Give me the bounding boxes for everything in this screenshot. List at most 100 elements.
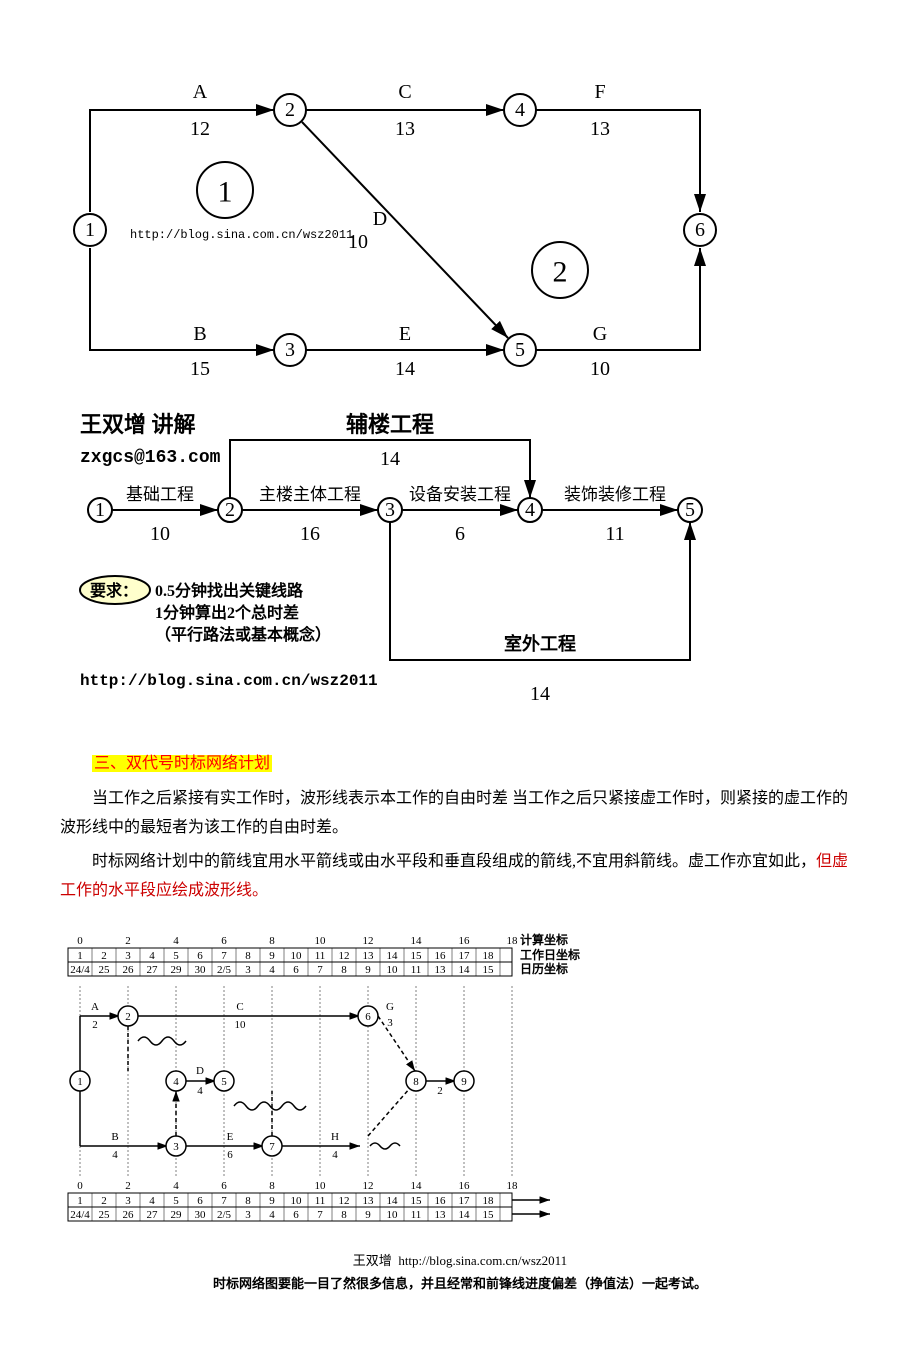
svg-text:15: 15	[411, 1195, 423, 1207]
svg-text:4: 4	[149, 950, 155, 962]
svg-text:18: 18	[483, 950, 495, 962]
svg-text:10: 10	[235, 1019, 247, 1031]
svg-text:2: 2	[125, 1180, 131, 1192]
edge-dur-f: 13	[590, 118, 610, 140]
edge-dur-a: 12	[190, 118, 210, 140]
svg-text:3: 3	[245, 964, 251, 976]
svg-text:13: 13	[435, 1209, 447, 1221]
d2-node-4: 4	[525, 499, 535, 521]
svg-text:30: 30	[195, 964, 207, 976]
ts-act-d: D	[196, 1065, 204, 1077]
svg-text:10: 10	[315, 935, 327, 947]
svg-text:1: 1	[77, 950, 83, 962]
svg-text:15: 15	[483, 1209, 495, 1221]
svg-text:11: 11	[315, 1195, 326, 1207]
svg-text:2: 2	[125, 1011, 131, 1023]
node-3: 3	[285, 339, 295, 361]
svg-text:29: 29	[171, 964, 183, 976]
svg-text:10: 10	[387, 1209, 399, 1221]
svg-text:11: 11	[315, 950, 326, 962]
aux-dur: 14	[380, 448, 400, 470]
edge-label-g: G	[593, 323, 607, 345]
svg-text:6: 6	[227, 1149, 233, 1161]
region-label-2: 2	[553, 256, 568, 289]
svg-text:2/5: 2/5	[217, 964, 232, 976]
svg-text:25: 25	[99, 964, 111, 976]
svg-text:24/4: 24/4	[70, 964, 90, 976]
section-3-p1: 当工作之后紧接有实工作时，波形线表示本工作的自由时差 当工作之后只紧接虚工作时，…	[60, 785, 860, 843]
svg-text:4: 4	[269, 964, 275, 976]
edge-dur-g: 10	[590, 358, 610, 380]
section-3-p2: 时标网络计划中的箭线宜用水平箭线或由水平段和垂直段组成的箭线,不宜用斜箭线。虚工…	[60, 848, 860, 906]
svg-text:15: 15	[483, 964, 495, 976]
svg-text:4: 4	[173, 1180, 179, 1192]
edge-label-a: A	[193, 81, 208, 103]
ts-act-g: G	[386, 1001, 394, 1013]
callout-line1: 0.5分钟找出关键线路	[155, 581, 304, 600]
svg-text:10: 10	[291, 950, 303, 962]
svg-text:12: 12	[339, 950, 350, 962]
svg-text:13: 13	[435, 964, 447, 976]
svg-text:14: 14	[387, 1195, 399, 1207]
svg-text:9: 9	[365, 964, 371, 976]
svg-text:14: 14	[459, 1209, 471, 1221]
svg-text:12: 12	[363, 935, 374, 947]
node-5: 5	[515, 339, 525, 361]
svg-text:8: 8	[269, 935, 275, 947]
ts-act-a: A	[91, 1001, 99, 1013]
email: zxgcs@163.com	[80, 448, 221, 468]
header-jisuan: 计算坐标	[520, 932, 568, 947]
svg-text:17: 17	[459, 1195, 471, 1207]
svg-text:2: 2	[101, 950, 107, 962]
svg-text:6: 6	[293, 1209, 299, 1221]
svg-text:9: 9	[365, 1209, 371, 1221]
svg-text:10: 10	[387, 964, 399, 976]
edge-dur-e: 14	[395, 358, 415, 380]
svg-text:6: 6	[221, 1180, 227, 1192]
edge-label-e: E	[399, 323, 411, 345]
edge-label-d: D	[373, 208, 387, 230]
svg-text:7: 7	[269, 1141, 275, 1153]
network-diagram-1: A 12 B 15 C 13 D 10 E 14 F 13 G 10 1 2 1…	[60, 60, 860, 390]
svg-text:14: 14	[411, 935, 423, 947]
ts-act-c: C	[236, 1001, 243, 1013]
edge-decoration-dur: 11	[605, 523, 624, 545]
svg-text:30: 30	[195, 1209, 207, 1221]
svg-text:7: 7	[317, 964, 323, 976]
svg-text:9: 9	[269, 950, 275, 962]
section-3-heading: 三、双代号时标网络计划	[92, 755, 272, 772]
edge-label-b: B	[193, 323, 206, 345]
ts-act-e: E	[227, 1131, 234, 1143]
svg-text:16: 16	[459, 935, 471, 947]
edge-mainbody: 主楼主体工程	[259, 485, 361, 504]
svg-text:3: 3	[125, 1195, 131, 1207]
edge-mainbody-dur: 16	[300, 523, 320, 545]
svg-text:2: 2	[125, 935, 131, 947]
svg-text:3: 3	[245, 1209, 251, 1221]
network-diagram-2: 王双增 讲解 zxgcs@163.com 辅楼工程 14 基础工程 10 主楼主…	[60, 410, 860, 730]
svg-text:14: 14	[387, 950, 399, 962]
node-6: 6	[695, 219, 705, 241]
edge-equipment: 设备安装工程	[409, 485, 511, 504]
watermark-1: http://blog.sina.com.cn/wsz2011	[130, 228, 353, 242]
svg-text:2: 2	[92, 1019, 98, 1031]
svg-text:3: 3	[387, 1017, 393, 1029]
svg-text:0: 0	[77, 935, 83, 947]
svg-text:13: 13	[363, 950, 375, 962]
svg-text:12: 12	[339, 1195, 350, 1207]
svg-text:26: 26	[123, 1209, 135, 1221]
svg-text:4: 4	[112, 1149, 118, 1161]
edge-decoration: 装饰装修工程	[564, 485, 666, 504]
outdoor-label: 室外工程	[504, 633, 576, 654]
watermark-2: http://blog.sina.com.cn/wsz2011	[80, 672, 378, 690]
svg-text:12: 12	[363, 1180, 374, 1192]
svg-text:4: 4	[197, 1085, 203, 1097]
svg-text:29: 29	[171, 1209, 183, 1221]
svg-text:4: 4	[173, 935, 179, 947]
timescale-caption: 王双增 http://blog.sina.com.cn/wsz2011	[60, 1250, 860, 1269]
svg-text:11: 11	[411, 964, 422, 976]
region-label-1: 1	[218, 176, 233, 209]
edge-equipment-dur: 6	[455, 523, 465, 545]
timescale-note: 时标网络图要能一目了然很多信息，并且经常和前锋线进度偏差（挣值法）一起考试。	[60, 1273, 860, 1292]
svg-text:3: 3	[125, 950, 131, 962]
